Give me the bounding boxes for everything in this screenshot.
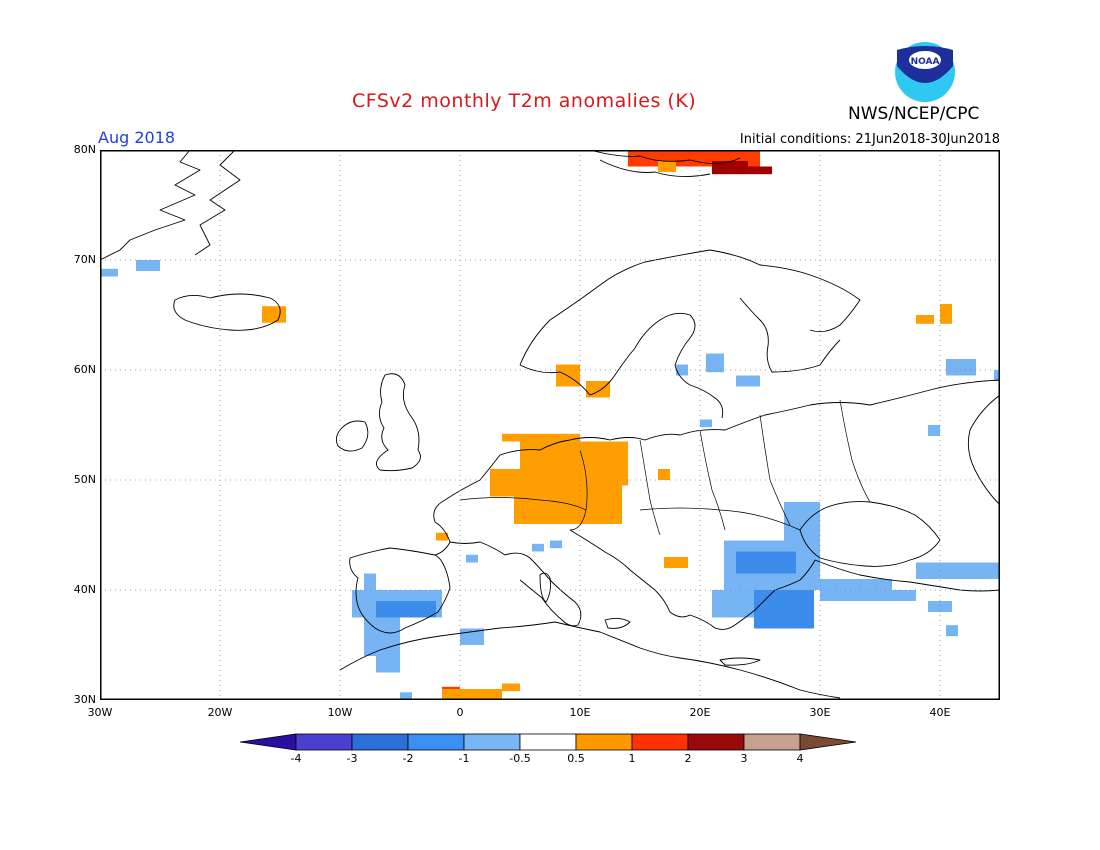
anomaly-cell: [916, 315, 934, 324]
colorbar-label: -1: [458, 752, 470, 765]
anomaly-cell: [658, 469, 670, 480]
anomaly-cell: [946, 359, 976, 376]
anomaly-cell: [502, 683, 520, 692]
colorbar-label: 3: [740, 752, 748, 765]
colorbar-arrow-high: [799, 733, 857, 751]
anomaly-cell: [376, 656, 400, 673]
anomaly-cell: [754, 590, 814, 629]
anomaly-cell: [940, 304, 952, 324]
anomaly-cell: [994, 370, 1000, 381]
anomaly-cell: [550, 540, 562, 549]
coastlines: [100, 150, 1000, 699]
anomaly-cell: [700, 419, 712, 428]
anomaly-cell: [520, 441, 628, 486]
anomaly-cell: [532, 543, 544, 552]
map-gridlines: [100, 150, 1000, 700]
lat-label: 30N: [73, 693, 96, 706]
lat-label: 40N: [73, 583, 96, 596]
anomaly-cell: [442, 689, 502, 700]
anomaly-cell: [556, 364, 580, 387]
colorbar-box: [743, 733, 801, 751]
anomaly-map: [100, 150, 1000, 700]
noaa-logo: NOAA: [895, 42, 955, 102]
lat-label: 70N: [73, 253, 96, 266]
colorbar-box: [407, 733, 465, 751]
colorbar-box: [351, 733, 409, 751]
colorbar-label: -2: [402, 752, 414, 765]
lon-label: 10E: [569, 706, 591, 719]
colorbar-label: 1: [628, 752, 636, 765]
anomaly-cell: [466, 554, 478, 563]
lon-label: 30W: [87, 706, 113, 719]
colorbar-label: -4: [290, 752, 302, 765]
anomaly-cells: [100, 150, 1000, 700]
colorbar-arrow-low: [240, 733, 297, 751]
lat-label: 60N: [73, 363, 96, 376]
anomaly-cell: [712, 161, 748, 175]
anomaly-cell: [916, 562, 1000, 579]
anomaly-cell: [364, 573, 376, 596]
anomaly-cell: [820, 590, 916, 601]
anomaly-cell: [262, 306, 286, 323]
anomaly-cell: [946, 625, 958, 637]
anomaly-cell: [136, 260, 160, 271]
anomaly-cell: [514, 485, 622, 524]
anomaly-cell: [820, 579, 892, 590]
anomaly-cell: [676, 364, 688, 376]
anomaly-cell: [748, 166, 772, 175]
colorbar-label: 2: [684, 752, 692, 765]
anomaly-cell: [502, 433, 580, 442]
lon-label: 10W: [327, 706, 353, 719]
noaa-logo-text: NOAA: [911, 57, 940, 67]
anomaly-cell: [100, 268, 118, 277]
colorbar-label: 4: [796, 752, 804, 765]
anomaly-cell: [490, 469, 520, 497]
lon-label: 20E: [689, 706, 711, 719]
valid-month: Aug 2018: [98, 128, 176, 147]
anomaly-cell: [586, 381, 610, 398]
colorbar-box: [575, 733, 633, 751]
colorbar-box: [295, 733, 353, 751]
anomaly-cell: [928, 425, 940, 436]
anomaly-cell: [706, 353, 724, 373]
colorbar-box: [519, 733, 577, 751]
anomaly-cell: [376, 601, 436, 618]
colorbar: [240, 733, 857, 751]
lat-label: 80N: [73, 143, 96, 156]
anomaly-cell: [436, 532, 448, 541]
colorbar-label: -0.5: [509, 752, 531, 765]
lon-label: 40E: [929, 706, 951, 719]
colorbar-box: [631, 733, 689, 751]
anomaly-cell: [736, 551, 796, 574]
lon-label: 30E: [809, 706, 831, 719]
anomaly-cell: [658, 161, 676, 172]
anomaly-cell: [400, 692, 412, 700]
chart-title: CFSv2 monthly T2m anomalies (K): [352, 90, 697, 112]
lat-label: 50N: [73, 473, 96, 486]
anomaly-cell: [664, 557, 688, 568]
initial-conditions: Initial conditions: 21Jun2018-30Jun2018: [739, 132, 1000, 147]
colorbar-box: [687, 733, 745, 751]
lon-label: 20W: [207, 706, 233, 719]
lon-label: 0: [456, 706, 464, 719]
agency-label: NWS/NCEP/CPC: [848, 104, 980, 124]
colorbar-box: [463, 733, 521, 751]
colorbar-label: -3: [346, 752, 358, 765]
anomaly-cell: [928, 601, 952, 612]
colorbar-label: 0.5: [567, 752, 585, 765]
anomaly-cell: [736, 375, 760, 387]
map-frame: [100, 150, 1000, 700]
